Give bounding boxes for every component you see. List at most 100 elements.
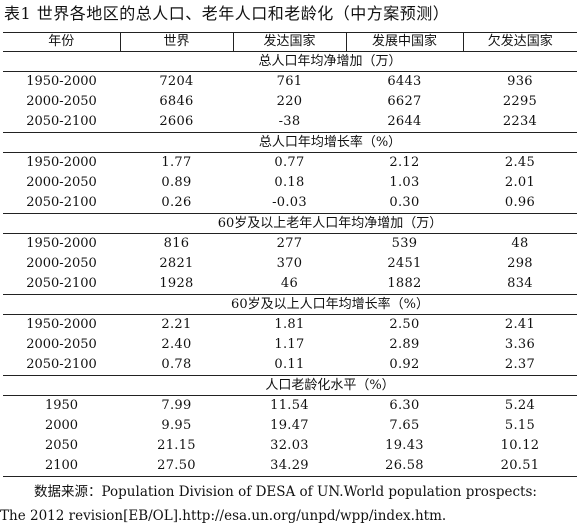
cell-least-developed: 5.24 [463, 395, 577, 416]
cell-world: 1.77 [120, 152, 233, 173]
cell-world: 6846 [159, 94, 194, 109]
cell-least-developed: 2.37 [504, 357, 536, 372]
section-heading: 总人口年均净增加（万） [258, 54, 402, 69]
column-header-developing: 发展中国家 [345, 32, 463, 52]
cell-developing: 26.58 [346, 456, 463, 477]
cell-year: 2050 [44, 438, 79, 453]
cell-developed: -0.03 [272, 195, 307, 210]
cell-least-developed: 298 [507, 256, 533, 271]
cell-developing: 2.89 [389, 337, 420, 352]
cell-least-developed: 10.12 [500, 438, 540, 453]
cell-developed: 46 [280, 276, 299, 291]
cell-developed: -38 [278, 114, 301, 129]
cell-year: 1950-2000 [3, 233, 120, 254]
cell-least-developed: 5.15 [504, 418, 536, 433]
cell-developed: 19.47 [270, 418, 309, 433]
cell-developing: 0.30 [389, 195, 420, 210]
section-heading-row: 人口老龄化水平（%） [3, 375, 577, 396]
cell-world: 27.50 [120, 456, 233, 477]
cell-developed: 32.03 [270, 438, 309, 453]
table-row: 2000-2050 6846 220 6627 2295 [3, 92, 577, 112]
cell-developed: 220 [276, 94, 303, 109]
cell-developing: 2.50 [346, 314, 463, 335]
cell-developed: 277 [233, 233, 346, 254]
cell-developed: 0.18 [274, 175, 305, 190]
cell-year: 2050-2100 [26, 195, 97, 210]
section-heading: 60岁及以上人口年均增长率（%） [231, 297, 429, 312]
cell-year: 2000-2050 [26, 94, 97, 109]
cell-developing: 19.43 [385, 438, 424, 453]
table-row: 2000-2050 0.89 0.18 1.03 2.01 [3, 173, 577, 193]
section-heading: 人口老龄化水平（%） [265, 378, 395, 393]
cell-developed: 0.11 [274, 357, 305, 372]
cell-developing: 1.03 [389, 175, 420, 190]
cell-developed: 370 [276, 256, 303, 271]
cell-world: 0.89 [161, 175, 192, 190]
section-heading-cell: 总人口年均净增加（万） [3, 51, 577, 72]
section-heading-cell: 总人口年均增长率（%） [3, 132, 577, 153]
header-row: 年份 世界 发达国家 发展中国家 欠发达国家 [3, 32, 577, 52]
section-heading-cell: 60岁及以上人口年均增长率（%） [3, 294, 577, 315]
cell-least-developed: 2295 [502, 94, 538, 109]
cell-world: 2606 [159, 114, 194, 129]
cell-least-developed: 2.45 [463, 152, 577, 173]
population-table: 年份 世界 发达国家 发展中国家 欠发达国家 总人口年均净增加（万） 1950-2… [3, 32, 577, 477]
section-heading: 总人口年均增长率（%） [258, 135, 402, 150]
table-body: 总人口年均净增加（万） 1950-2000 7204 761 6443 936 2000-2… [3, 51, 577, 477]
table-row: 2100 27.50 34.29 26.58 20.51 [3, 456, 577, 477]
column-header-least-developed: 欠发达国家 [462, 32, 577, 52]
cell-developing: 1882 [387, 276, 422, 291]
cell-year: 2000-2050 [26, 337, 97, 352]
cell-world: 9.95 [161, 418, 192, 433]
table-row: 2000 9.95 19.47 7.65 5.15 [3, 416, 577, 436]
cell-developing: 6443 [346, 71, 463, 92]
cell-year: 2050-2100 [26, 357, 97, 372]
cell-least-developed: 2234 [502, 114, 538, 129]
cell-least-developed: 2.01 [504, 175, 536, 190]
source-note: 数据来源：Population Division of DESA of UN.W… [0, 480, 582, 528]
section-heading-row: 总人口年均增长率（%） [3, 132, 577, 153]
cell-world: 1928 [159, 276, 194, 291]
section-heading-cell: 60岁及以上老年人口年均净增加（万） [3, 213, 577, 234]
cell-developed: 0.77 [233, 152, 346, 173]
cell-least-developed: 3.36 [504, 337, 536, 352]
cell-least-developed: 20.51 [463, 456, 577, 477]
cell-year: 1950-2000 [3, 314, 120, 335]
cell-developing: 539 [346, 233, 463, 254]
cell-least-developed: 936 [463, 71, 577, 92]
cell-developing: 0.92 [389, 357, 420, 372]
table-title: 表1 世界各地区的总人口、老年人口和老龄化（中方案预测） [4, 4, 450, 23]
cell-year: 2000-2050 [26, 256, 97, 271]
cell-world: 21.15 [157, 438, 196, 453]
table-row: 1950 7.99 11.54 6.30 5.24 [3, 395, 577, 416]
cell-world: 7.99 [120, 395, 233, 416]
cell-world: 0.26 [161, 195, 192, 210]
source-line-2: The 2012 revision[EB/OL].http://esa.un.o… [0, 508, 447, 524]
cell-year: 2000-2050 [26, 175, 97, 190]
column-header-year: 年份 [3, 32, 120, 52]
cell-developed: 761 [233, 71, 346, 92]
source-line-1: 数据来源：Population Division of DESA of UN.W… [34, 484, 537, 500]
cell-least-developed: 48 [463, 233, 577, 254]
cell-developing: 6627 [387, 94, 422, 109]
cell-developed: 1.17 [274, 337, 305, 352]
cell-world: 0.78 [161, 357, 192, 372]
table-row: 1950-2000 816 277 539 48 [3, 233, 577, 254]
cell-year: 2000 [44, 418, 79, 433]
cell-world: 2821 [159, 256, 194, 271]
table-row: 2050-2100 0.26 -0.03 0.30 0.96 [3, 193, 577, 214]
cell-year: 1950 [3, 395, 120, 416]
cell-developing: 2451 [387, 256, 422, 271]
cell-year: 2050-2100 [26, 276, 97, 291]
cell-developing: 2.12 [346, 152, 463, 173]
cell-world: 2.21 [120, 314, 233, 335]
cell-developed: 1.81 [233, 314, 346, 335]
cell-year: 1950-2000 [3, 71, 120, 92]
table-row: 2000-2050 2.40 1.17 2.89 3.36 [3, 335, 577, 355]
cell-least-developed: 0.96 [504, 195, 536, 210]
cell-world: 2.40 [161, 337, 192, 352]
cell-developed: 11.54 [233, 395, 346, 416]
cell-year: 2050-2100 [26, 114, 97, 129]
cell-year: 2100 [3, 456, 120, 477]
